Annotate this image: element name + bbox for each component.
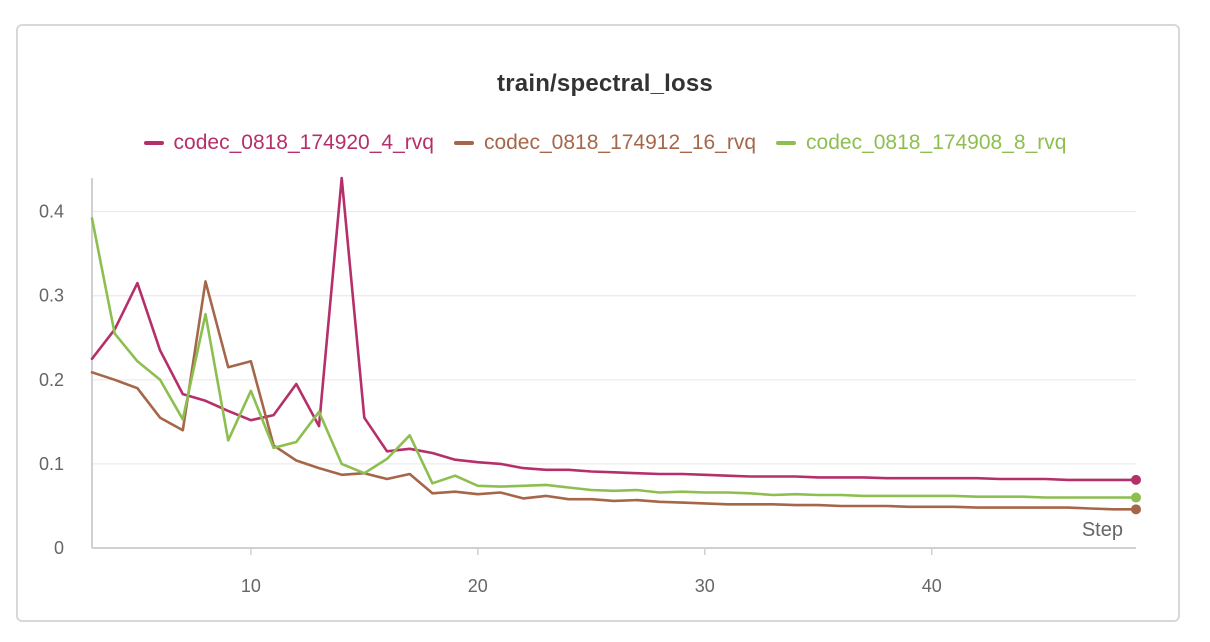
series-end-point-2 [1131,504,1141,515]
legend-swatch [776,141,797,145]
series-line-1 [90,176,1138,482]
legend-swatch [453,141,474,145]
legend-item-2: codec_0818_174912_16_rvq [453,131,757,155]
chart-legend: codec_0818_174920_4_rvq codec_0818_174912… [0,131,1210,155]
y-tick-label: 0 [54,538,64,558]
series-line-2 [90,280,1138,511]
chart-title: train/spectral_loss [497,70,713,97]
y-tick-label: 0.1 [39,454,64,474]
series-end-point-1 [1131,474,1141,485]
axes: 0 0.1 0.2 0.3 0.4 10 20 30 40 [39,178,1136,596]
x-tick-label: 20 [468,576,488,596]
legend-label: codec_0818_174920_4_rvq [173,131,434,154]
y-tick-label: 0.2 [39,370,64,390]
series-lines [90,176,1141,515]
legend-swatch [143,141,164,145]
chart-panel [16,24,1180,622]
legend-item-1: codec_0818_174920_4_rvq [143,131,434,155]
grid-lines [92,211,1136,465]
x-tick-label: 30 [695,576,715,596]
series-line-3 [90,217,1138,499]
y-tick-label: 0.3 [39,286,64,306]
x-axis-label: Step [1082,519,1123,541]
x-tick-label: 10 [241,576,261,596]
series-end-point-3 [1131,492,1141,503]
legend-label: codec_0818_174912_16_rvq [483,131,757,154]
x-tick-label: 40 [922,576,942,596]
legend-item-3: codec_0818_174908_8_rvq [776,131,1066,155]
legend-label: codec_0818_174908_8_rvq [806,131,1067,154]
y-tick-label: 0.4 [39,202,64,222]
